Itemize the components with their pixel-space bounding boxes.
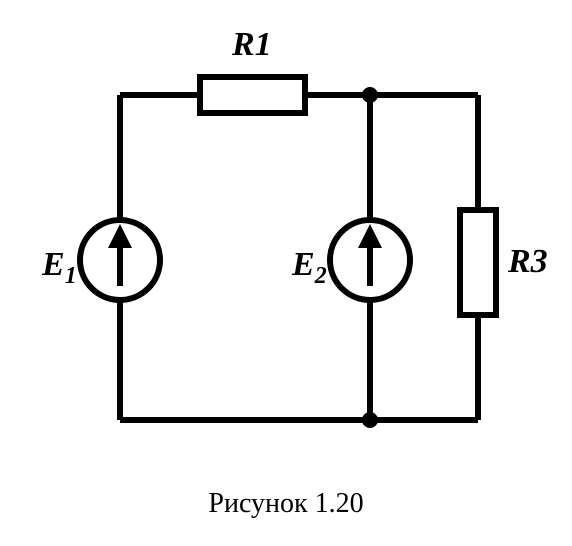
label-e1: E1 — [41, 246, 77, 289]
label-e2: E2 — [291, 246, 327, 289]
junction-bottom — [362, 412, 378, 428]
circuit-svg: R1 R3 E1 E2 — [0, 0, 572, 480]
figure-caption: Рисунок 1.20 — [0, 488, 572, 520]
circuit-diagram-container: R1 R3 E1 E2 Рисунок 1.20 — [0, 0, 572, 546]
label-r3: R3 — [507, 243, 548, 280]
junction-top — [362, 87, 378, 103]
label-r1: R1 — [231, 26, 272, 63]
resistor-r1 — [200, 77, 305, 113]
resistor-r3 — [460, 210, 496, 315]
